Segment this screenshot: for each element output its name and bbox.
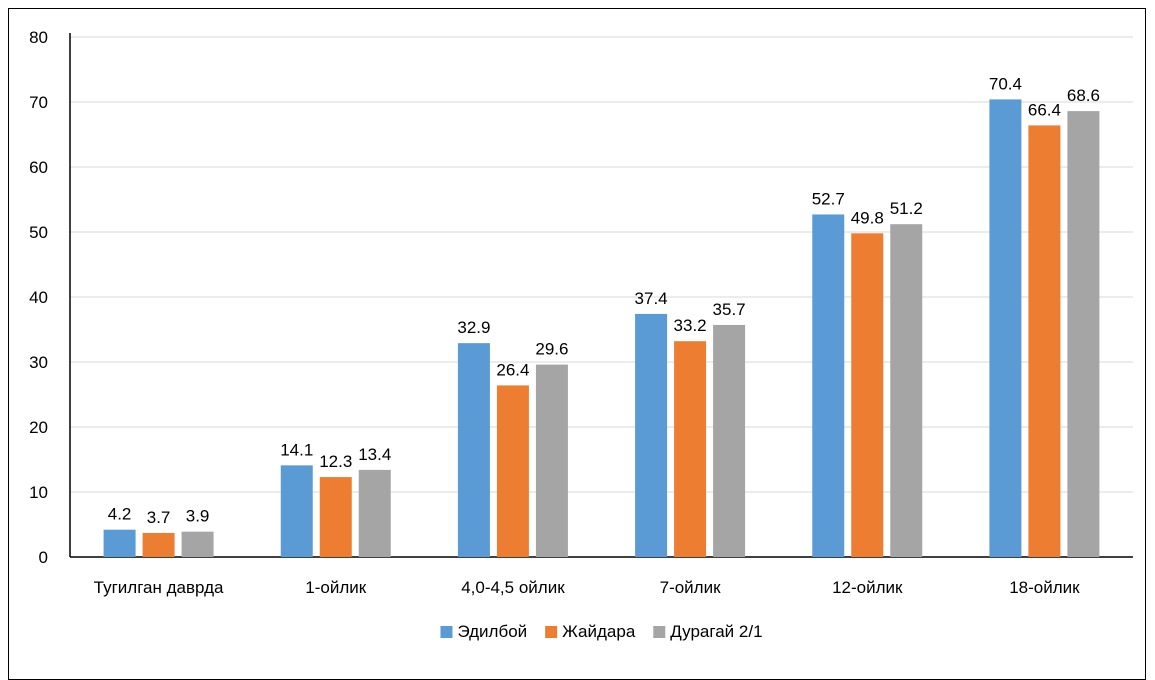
bar xyxy=(280,465,313,557)
y-tick-label: 60 xyxy=(29,158,48,177)
y-tick-label: 70 xyxy=(29,93,48,112)
y-tick-label: 50 xyxy=(29,223,48,242)
bar xyxy=(457,343,490,557)
y-tick-label: 40 xyxy=(29,288,48,307)
data-label: 4.2 xyxy=(108,505,132,524)
y-tick-label: 80 xyxy=(29,28,48,47)
data-label: 68.6 xyxy=(1067,86,1100,105)
bar xyxy=(181,531,214,557)
bar xyxy=(851,233,884,558)
x-category-label: 7-ойлик xyxy=(660,578,721,597)
data-label: 33.2 xyxy=(674,316,707,335)
bar xyxy=(319,477,352,557)
legend-swatch xyxy=(440,626,453,638)
bar xyxy=(674,341,707,557)
chart-frame xyxy=(8,8,1146,680)
x-category-label: Тугилган даврда xyxy=(94,578,224,597)
legend-swatch xyxy=(653,626,666,638)
legend-label: Жайдара xyxy=(562,622,636,641)
bar xyxy=(635,313,668,557)
data-label: 37.4 xyxy=(635,289,668,308)
bar xyxy=(1067,111,1100,557)
legend-label: Эдилбой xyxy=(457,622,527,641)
x-category-label: 18-ойлик xyxy=(1009,578,1080,597)
x-category-label: 12-ойлик xyxy=(832,578,903,597)
y-tick-label: 0 xyxy=(39,548,48,567)
legend-swatch xyxy=(545,626,558,638)
data-label: 14.1 xyxy=(280,440,313,459)
data-label: 66.4 xyxy=(1028,100,1061,119)
data-label: 51.2 xyxy=(890,199,923,218)
y-tick-label: 20 xyxy=(29,418,48,437)
bar xyxy=(890,224,923,557)
legend-label: Дурагай 2/1 xyxy=(670,622,762,641)
bar xyxy=(535,364,568,557)
y-tick-label: 10 xyxy=(29,483,48,502)
data-label: 13.4 xyxy=(358,445,391,464)
data-label: 29.6 xyxy=(535,340,568,359)
bar xyxy=(358,469,391,557)
y-tick-label: 30 xyxy=(29,353,48,372)
bar xyxy=(142,532,175,557)
data-label: 26.4 xyxy=(496,360,529,379)
data-label: 3.7 xyxy=(147,508,171,527)
data-label: 3.9 xyxy=(186,507,210,526)
data-label: 70.4 xyxy=(989,74,1022,93)
bar xyxy=(103,529,136,557)
bar xyxy=(812,214,845,557)
x-category-label: 4,0-4,5 ойлик xyxy=(461,578,565,597)
data-label: 12.3 xyxy=(319,452,352,471)
bar xyxy=(989,99,1022,558)
x-category-label: 1-ойлик xyxy=(305,578,366,597)
data-label: 52.7 xyxy=(812,189,845,208)
data-label: 32.9 xyxy=(457,318,490,337)
data-label: 35.7 xyxy=(713,300,746,319)
bar xyxy=(713,324,746,557)
bar xyxy=(1028,125,1061,558)
bar xyxy=(496,385,529,557)
data-label: 49.8 xyxy=(851,208,884,227)
